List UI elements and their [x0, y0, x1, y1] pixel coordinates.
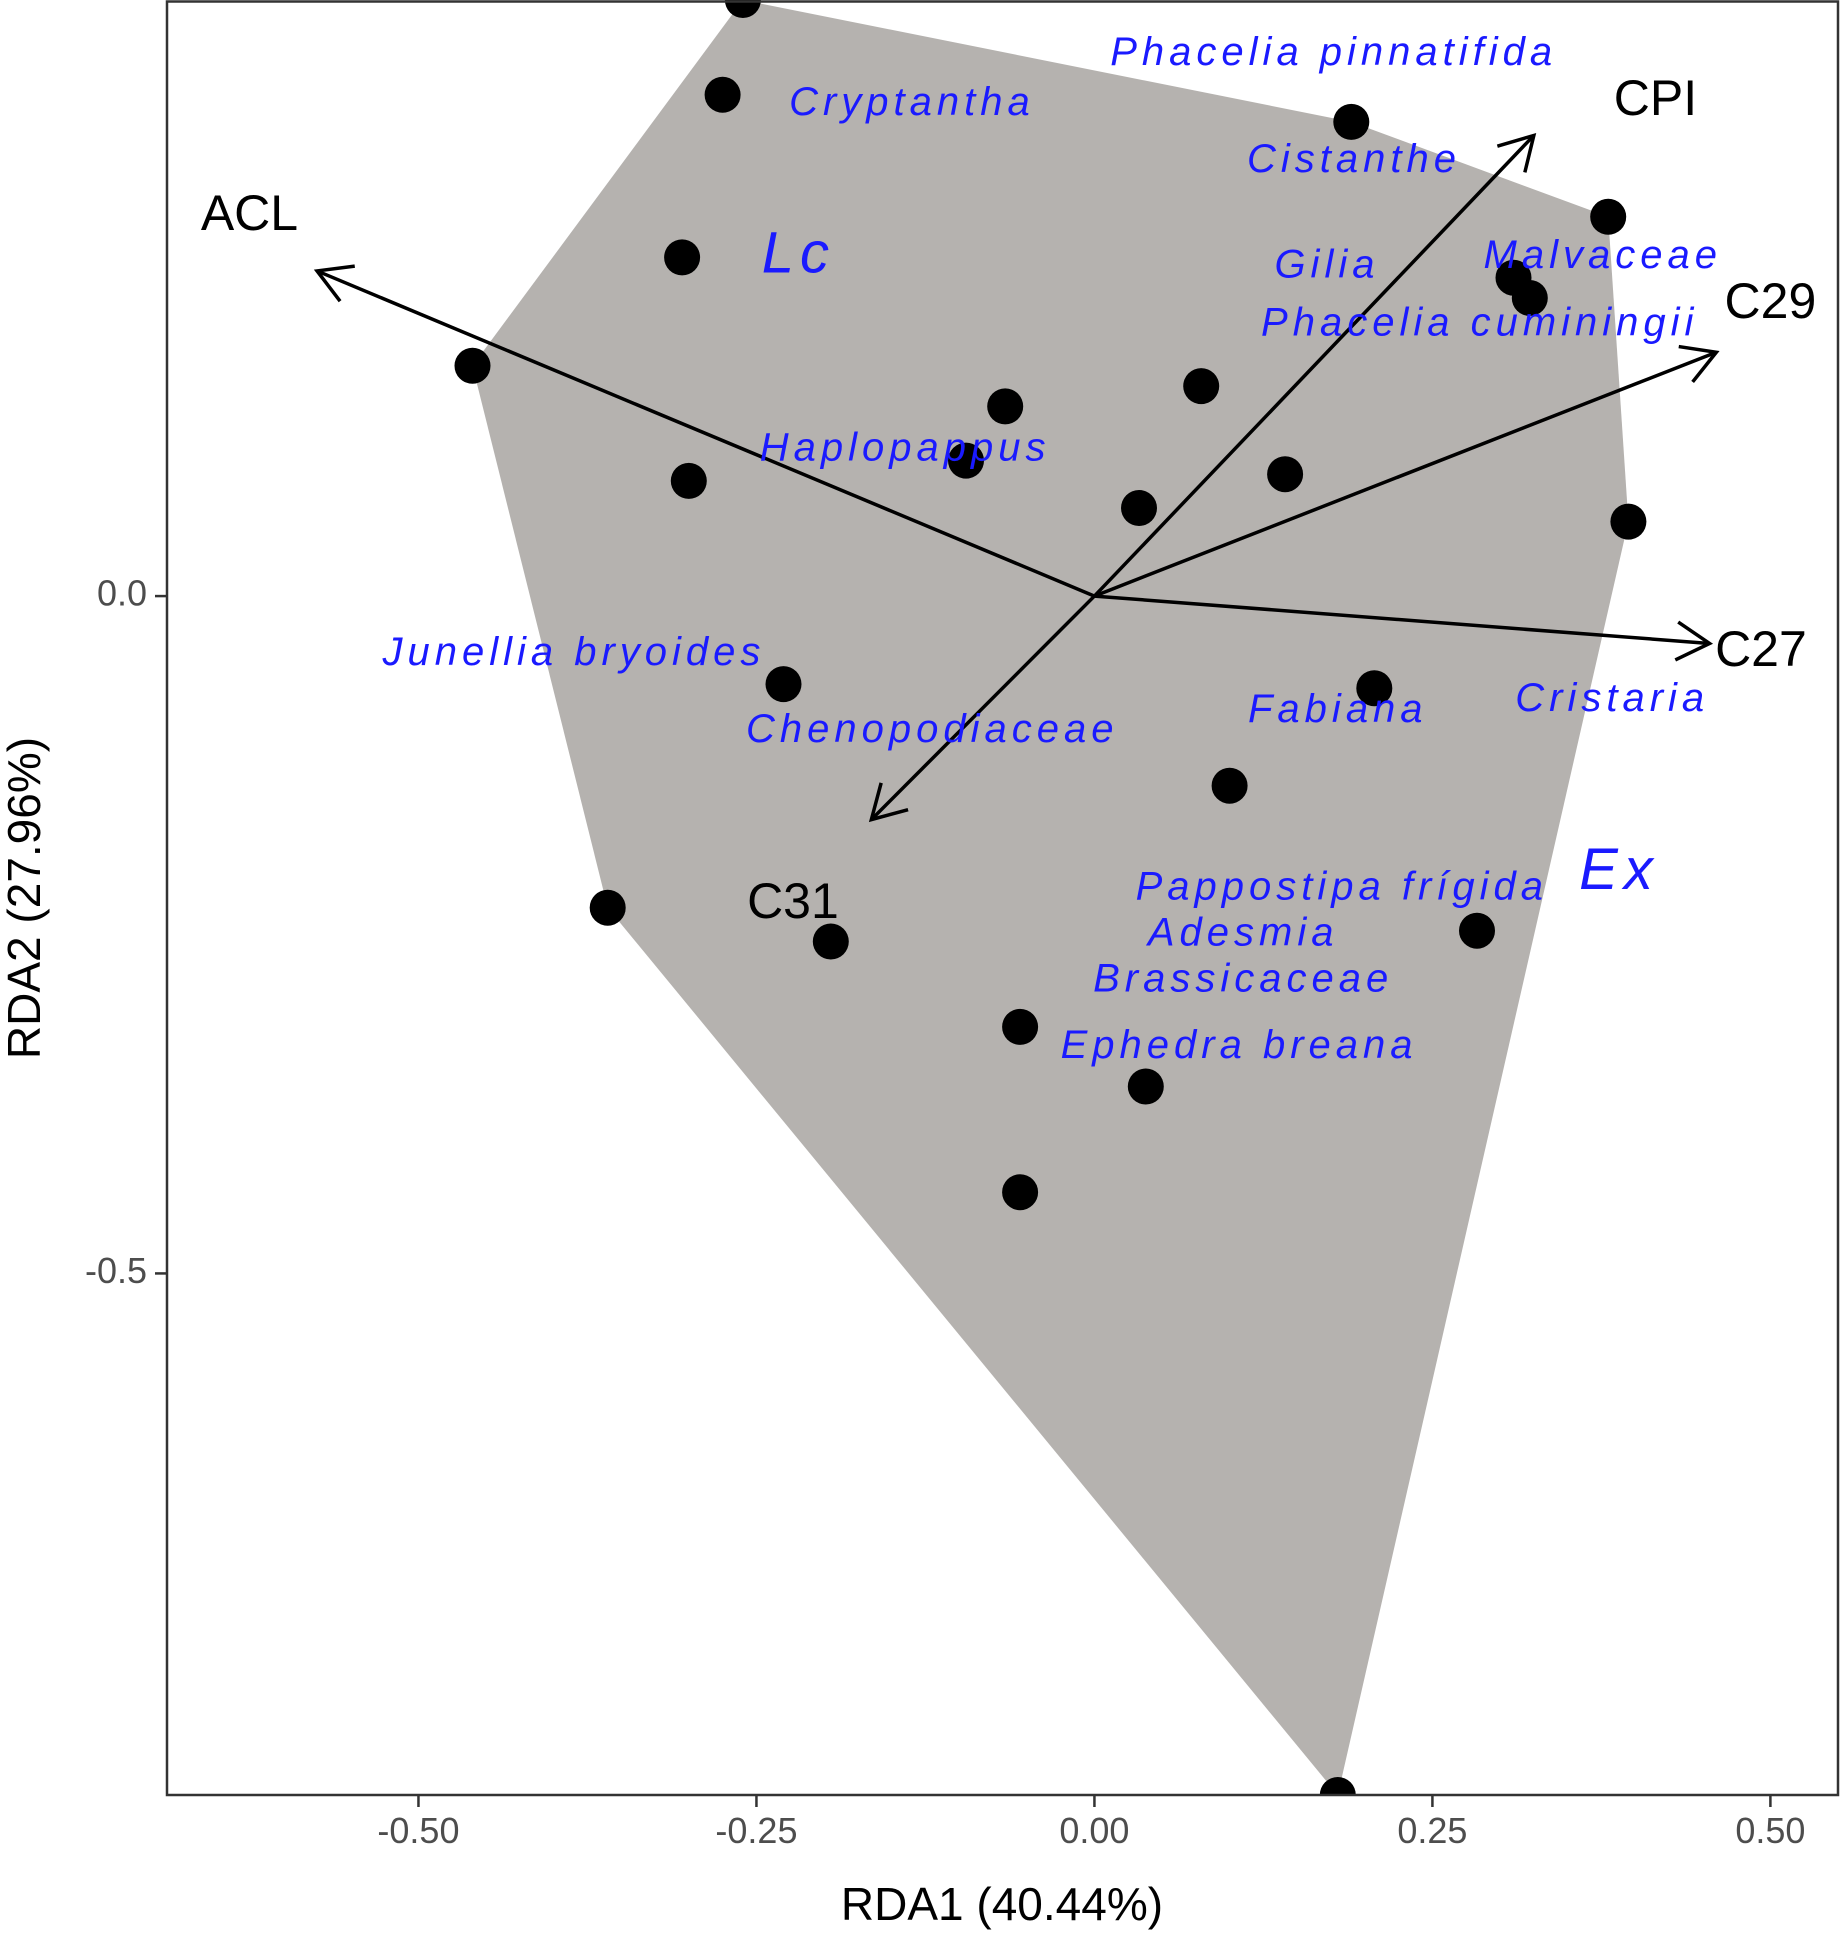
site-point	[1511, 280, 1548, 316]
arrow-label-c27: C27	[1715, 621, 1807, 677]
site-point	[1590, 198, 1627, 235]
site-point	[1459, 912, 1495, 949]
x-tick-label: -0.25	[715, 1810, 797, 1851]
site-point	[724, 0, 761, 18]
taxon-label: Brassicaceae	[1093, 956, 1393, 1000]
arrow-label-acl: ACL	[201, 185, 298, 241]
y-axis-title: RDA2 (27.96%)	[0, 737, 50, 1059]
site-point	[948, 442, 984, 479]
y-tick-label: -0.5	[85, 1250, 147, 1291]
arrow-label-c31: C31	[747, 873, 839, 929]
x-tick-label: 0.50	[1735, 1810, 1805, 1851]
taxon-label: Cristaria	[1515, 676, 1709, 720]
taxon-label: Cryptantha	[789, 80, 1035, 124]
taxon-label: Pappostipa frígida	[1136, 864, 1548, 908]
arrowhead-cpi	[1496, 132, 1537, 173]
arrow-acl	[316, 269, 1096, 598]
group-label-ex: Ex	[1579, 837, 1659, 902]
site-point	[812, 923, 849, 960]
site-point	[589, 889, 626, 926]
arrow-label-c29: C29	[1725, 273, 1817, 329]
site-point	[1121, 490, 1157, 526]
taxon-label: Cistanthe	[1247, 137, 1461, 181]
site-point	[1211, 767, 1248, 804]
taxon-label: Junellia bryoides	[381, 630, 765, 674]
site-point	[1610, 503, 1647, 540]
arrowhead-c27	[1674, 620, 1714, 662]
hull-polygon	[472, 0, 1629, 1795]
x-tick-label: 0.00	[1059, 1810, 1129, 1851]
taxon-label: Phacelia cuminingii	[1261, 301, 1698, 345]
x-tick-label: -0.50	[377, 1810, 459, 1851]
taxon-label: Gilia	[1274, 242, 1379, 286]
site-point	[1333, 103, 1370, 140]
taxon-label: Chenopodiaceae	[746, 707, 1118, 751]
group-label-lc: Lc	[762, 221, 835, 286]
site-point	[664, 239, 701, 276]
site-point	[987, 388, 1024, 425]
arrowhead-c31	[868, 782, 909, 823]
x-axis-title: RDA1 (40.44%)	[841, 1878, 1163, 1930]
site-point	[1183, 368, 1220, 405]
arrow-c31	[870, 594, 1096, 821]
site-point	[1319, 1777, 1356, 1795]
y-tick-label: 0.0	[97, 573, 147, 614]
taxon-label: Adesmia	[1146, 910, 1339, 954]
arrow-cpi	[1093, 134, 1536, 598]
arrow-c27	[1094, 594, 1710, 646]
x-tick-label: 0.25	[1397, 1810, 1467, 1851]
arrowhead-c29	[1678, 344, 1720, 384]
arrow-label-cpi: CPI	[1614, 70, 1697, 126]
site-point	[1267, 456, 1304, 493]
site-point	[670, 462, 707, 499]
site-point	[1127, 1068, 1164, 1105]
site-point	[1002, 1174, 1039, 1211]
taxon-label: Ephedra breana	[1061, 1023, 1418, 1067]
arrowhead-acl	[313, 264, 355, 303]
arrow-c29	[1093, 350, 1717, 598]
site-point	[1002, 1008, 1039, 1045]
site-point	[704, 76, 741, 113]
taxon-label: Malvaceae	[1484, 233, 1722, 277]
site-point	[1356, 670, 1393, 707]
panel-border	[165, 0, 1840, 1797]
site-point	[454, 347, 491, 384]
site-point	[765, 666, 802, 703]
taxon-label: Phacelia pinnatifida	[1110, 30, 1557, 74]
taxon-label: Fabiana	[1248, 687, 1428, 731]
taxon-label: Haplopappus	[760, 425, 1051, 469]
